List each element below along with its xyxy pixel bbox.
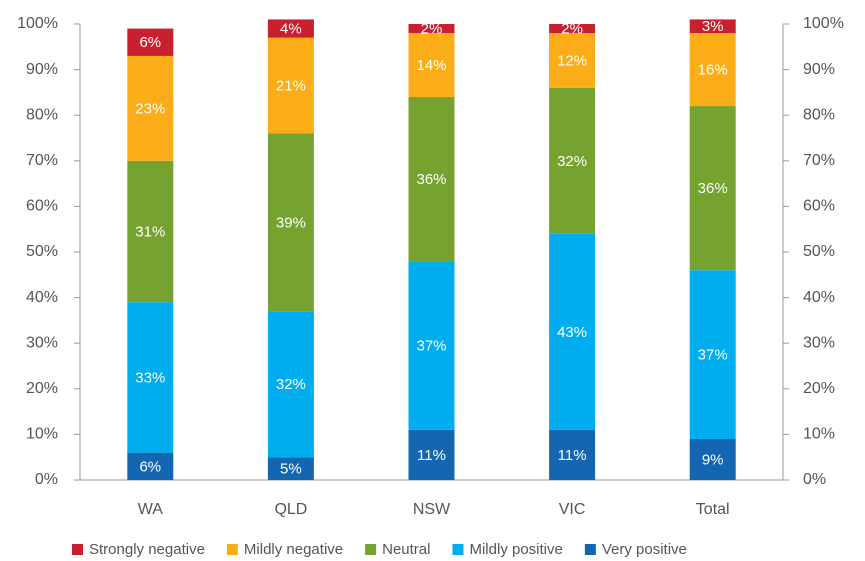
bar-segment [127, 28, 174, 56]
bar-segment [408, 96, 455, 262]
data-label: 37% [698, 347, 728, 364]
bar-segment [127, 302, 174, 453]
y2-tick-label: 100% [803, 15, 844, 32]
y2-tick-label: 30% [803, 334, 835, 351]
bar-segment [549, 233, 596, 430]
bar-segment [408, 261, 455, 430]
x-tick-label: VIC [559, 501, 586, 518]
data-label: 6% [139, 34, 161, 51]
bar-segment [689, 19, 736, 34]
bar-segment [549, 24, 596, 34]
x-tick-label: NSW [413, 501, 451, 518]
legend-label: Strongly negative [89, 541, 205, 558]
bar-segment [267, 311, 314, 458]
y-tick-label: 70% [26, 152, 58, 169]
legend-label: Very positive [602, 541, 687, 558]
y2-tick-label: 60% [803, 198, 835, 215]
y2-tick-label: 50% [803, 243, 835, 260]
data-label: 5% [280, 461, 302, 478]
data-label: 6% [139, 458, 161, 475]
legend-swatch [584, 544, 596, 555]
data-label: 11% [417, 447, 446, 464]
y-tick-label: 100% [17, 15, 58, 32]
data-label: 14% [416, 57, 446, 74]
x-tick-label: Total [696, 501, 730, 518]
y-tick-label: 90% [26, 61, 58, 78]
y2-tick-label: 90% [803, 61, 835, 78]
data-label: 23% [135, 100, 165, 117]
y2-tick-label: 40% [803, 289, 835, 306]
y-tick-label: 80% [26, 106, 58, 123]
y2-tick-label: 70% [803, 152, 835, 169]
data-label: 2% [421, 21, 443, 38]
data-label: 9% [702, 451, 724, 468]
bar-segment [408, 33, 455, 97]
y-tick-label: 20% [26, 380, 58, 397]
data-label: 11% [558, 447, 587, 464]
bar-segment [267, 457, 314, 480]
y-tick-label: 40% [26, 289, 58, 306]
data-label: 33% [135, 369, 165, 386]
bar-segment [549, 33, 596, 88]
bar-segment [549, 429, 596, 480]
y2-tick-label: 20% [803, 380, 835, 397]
legend-label: Mildly negative [244, 541, 343, 558]
data-label: 2% [561, 21, 583, 38]
data-label: 31% [135, 223, 165, 240]
bar-segment [689, 33, 736, 107]
data-label: 37% [416, 337, 446, 354]
y-tick-label: 10% [26, 426, 58, 443]
bar-segment [549, 87, 596, 234]
data-label: 3% [702, 18, 724, 35]
bar-segment [267, 37, 314, 134]
bar-segment [127, 55, 174, 161]
data-label: 16% [698, 62, 728, 79]
bar-segment [127, 452, 174, 480]
y-tick-label: 0% [35, 471, 58, 488]
data-label: 39% [276, 214, 306, 231]
legend-label: Mildly positive [469, 541, 562, 558]
x-tick-label: QLD [274, 501, 307, 518]
legend-swatch [72, 544, 83, 555]
bar-segment [267, 133, 314, 312]
data-label: 32% [276, 376, 306, 393]
data-label: 4% [280, 21, 302, 38]
bar-segment [689, 270, 736, 439]
data-label: 21% [276, 78, 306, 95]
y2-tick-label: 80% [803, 106, 835, 123]
data-label: 32% [557, 153, 587, 170]
bar-segment [127, 160, 174, 303]
legend-label: Neutral [382, 541, 430, 558]
x-tick-label: WA [138, 501, 164, 518]
y2-tick-label: 0% [803, 471, 826, 488]
data-label: 43% [557, 324, 587, 341]
legend-swatch [365, 544, 377, 555]
bar-segment [689, 106, 736, 271]
y-tick-label: 50% [26, 243, 58, 260]
legend-swatch [226, 544, 238, 555]
y2-tick-label: 10% [803, 426, 835, 443]
bar-segment [267, 19, 314, 38]
bar-segment [689, 438, 736, 480]
bar-segment [408, 429, 455, 480]
y-tick-label: 30% [26, 334, 58, 351]
data-label: 12% [557, 52, 587, 69]
y-tick-label: 60% [26, 198, 58, 215]
legend-swatch [452, 544, 464, 555]
data-label: 36% [698, 180, 728, 197]
data-label: 36% [416, 171, 446, 188]
bar-segment [408, 24, 455, 34]
